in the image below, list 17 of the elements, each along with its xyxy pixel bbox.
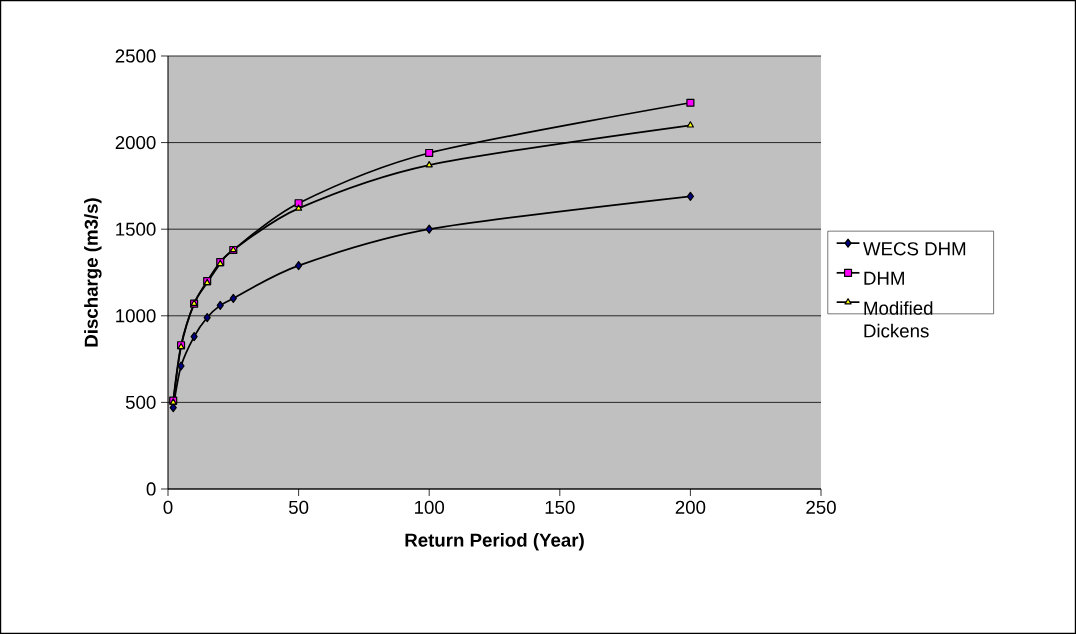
y-tick-label: 2000 [115,135,156,150]
y-tick-label: 0 [146,482,156,496]
legend-label: DHM [864,271,904,285]
legend-label: WECS DHM [863,242,966,256]
y-tick-label: 2500 [115,49,156,63]
x-tick-label: 0 [163,500,173,514]
x-tick-label: 100 [415,500,445,514]
legend-label: Modified Dickens [864,301,933,338]
y-axis-title: Discharge (m3/s) [84,198,102,347]
y-tick-label: 500 [125,395,156,409]
x-tick-label: 50 [288,500,309,514]
y-tick-label: 1500 [116,222,156,236]
x-tick-label: 250 [806,500,836,514]
x-axis-title: Return Period (Year) [405,533,584,551]
x-tick-label: 150 [545,500,575,514]
x-tick-label: 200 [675,500,706,514]
y-tick-label: 1000 [116,309,156,323]
